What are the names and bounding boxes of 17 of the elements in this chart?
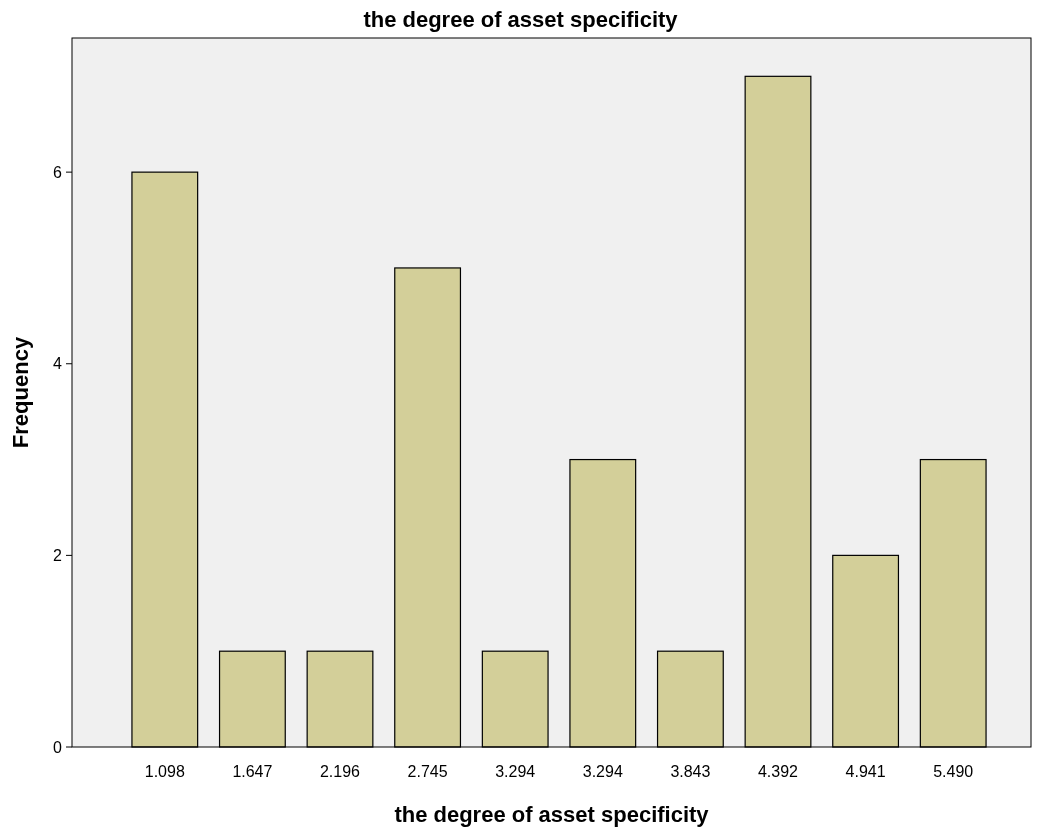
- x-tick-label: 2.745: [407, 763, 448, 780]
- x-tick-label: 3.294: [495, 763, 536, 780]
- y-tick-label: 4: [53, 355, 63, 373]
- y-tick-label: 6: [53, 163, 63, 181]
- x-tick-label: 5.490: [933, 763, 974, 780]
- x-tick-label: 1.647: [232, 763, 273, 780]
- x-tick-label: 4.392: [757, 763, 799, 780]
- y-axis-title: Frequency: [8, 336, 33, 449]
- x-tick-label: 2.196: [319, 763, 361, 780]
- x-tick-label: 3.294: [582, 763, 623, 780]
- x-tick-label: 4.941: [845, 763, 886, 780]
- y-tick-label: 2: [53, 546, 63, 564]
- chart-title: the degree of asset specificity: [363, 7, 679, 32]
- x-tick-label: 3.843: [670, 763, 711, 780]
- y-tick-label: 0: [53, 738, 63, 756]
- x-axis-title: the degree of asset specificity: [394, 802, 710, 827]
- x-tick-label: 1.098: [144, 763, 185, 780]
